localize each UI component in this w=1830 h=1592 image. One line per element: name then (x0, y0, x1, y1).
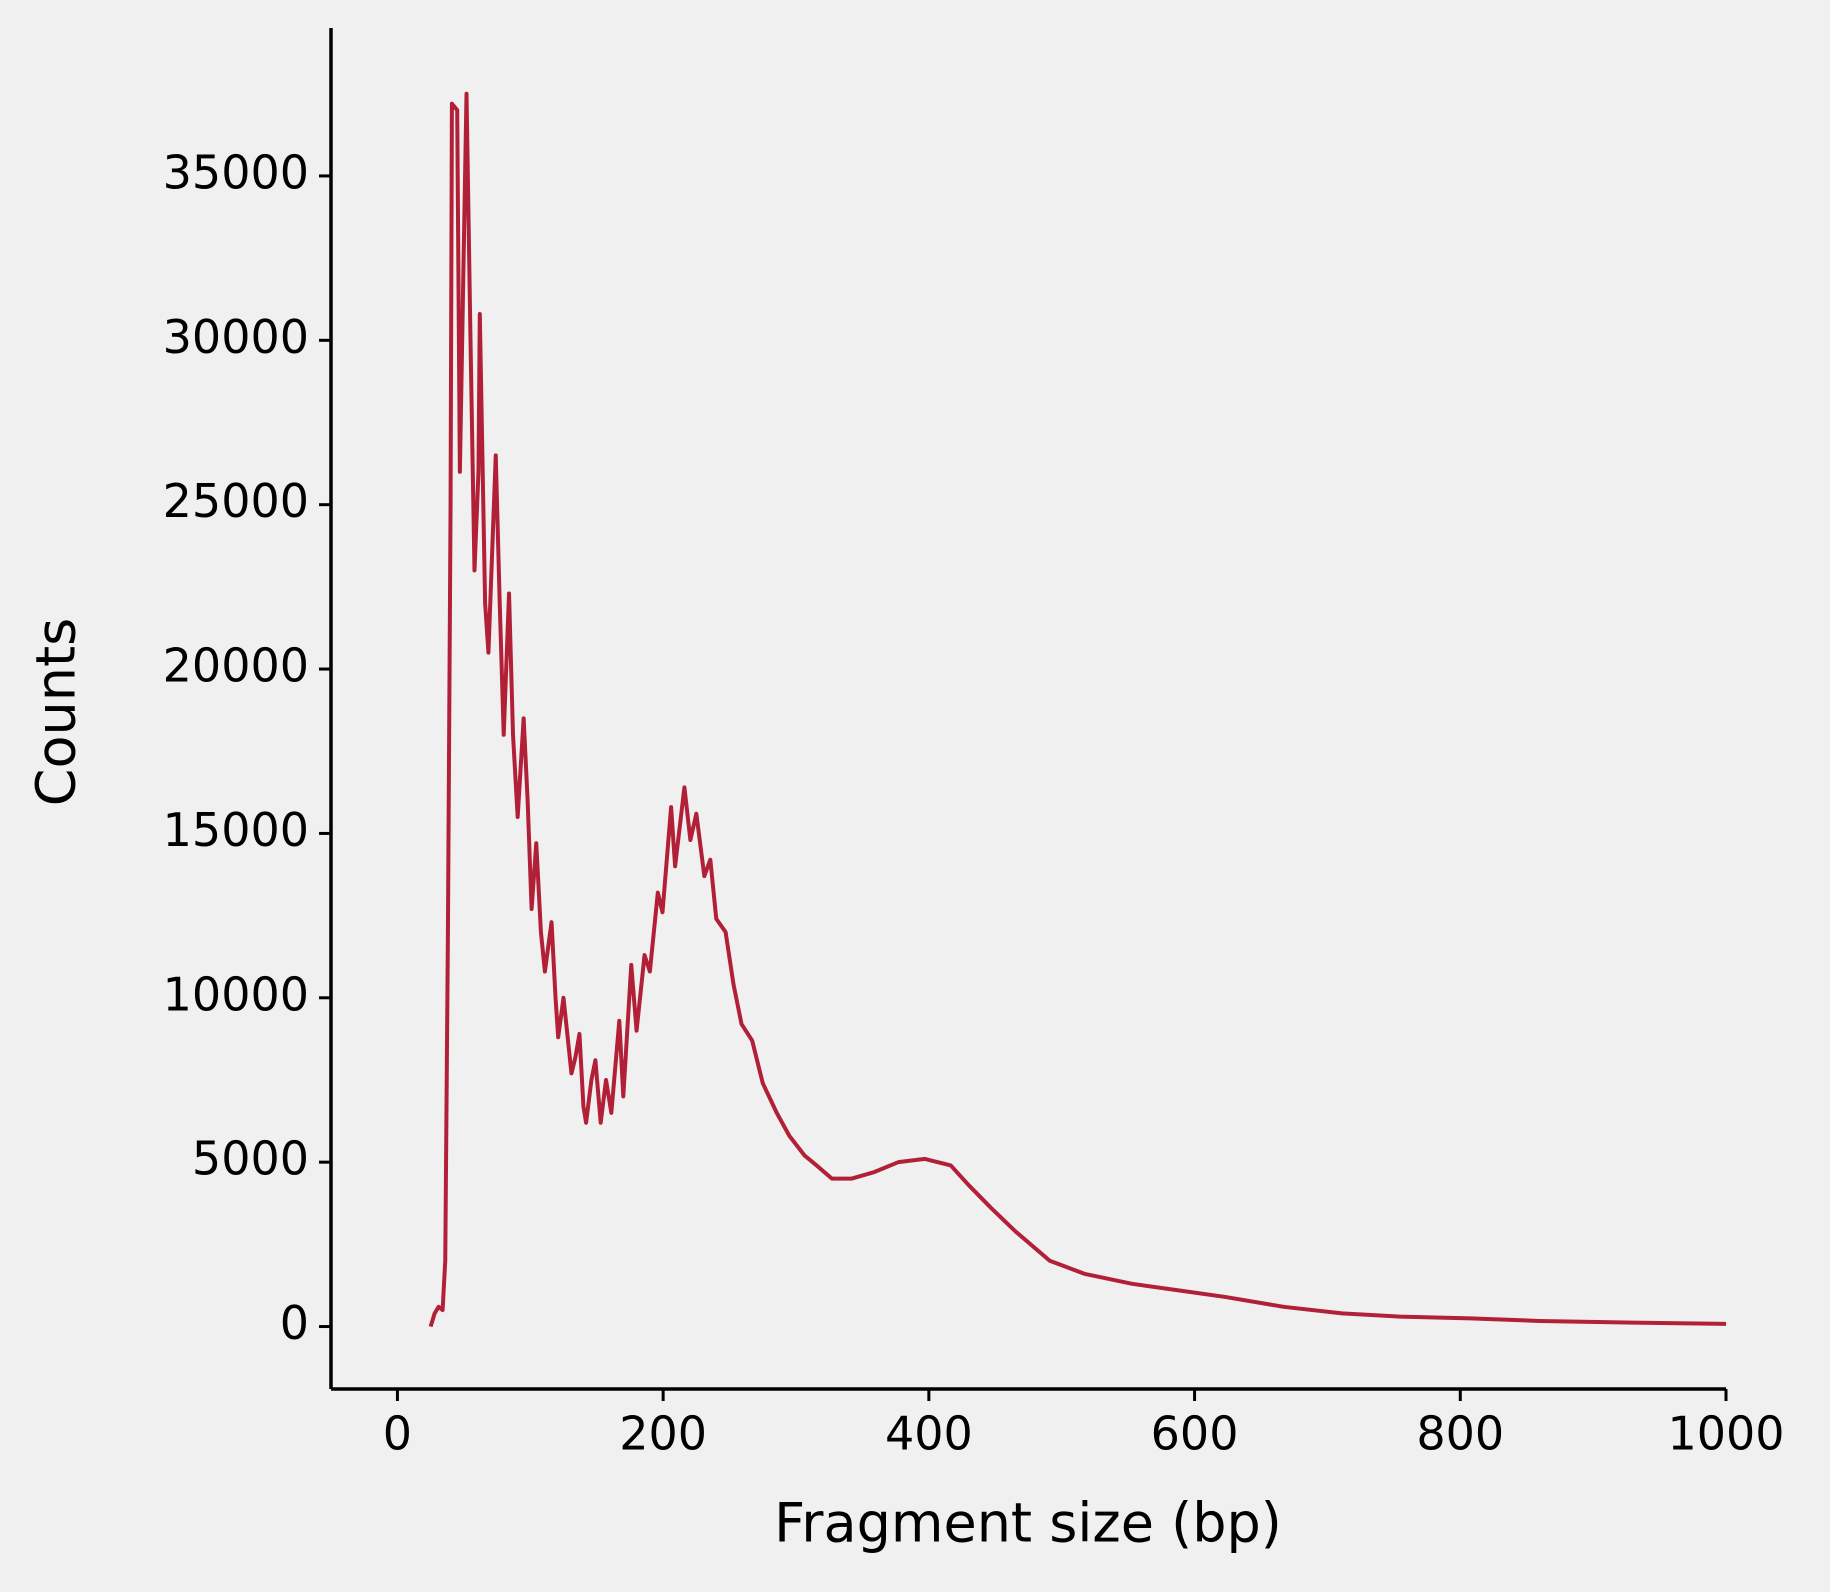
x-tick-label: 0 (383, 1407, 412, 1461)
y-tick-label: 5000 (192, 1132, 309, 1186)
x-tick-label: 600 (1151, 1407, 1239, 1461)
y-tick-label: 30000 (163, 310, 309, 364)
y-tick-label: 15000 (163, 803, 309, 857)
y-tick-label: 10000 (163, 967, 309, 1021)
x-tick-label: 200 (619, 1407, 707, 1461)
x-tick-label: 800 (1416, 1407, 1504, 1461)
y-tick-label: 35000 (163, 145, 309, 199)
x-tick-label: 1000 (1667, 1407, 1784, 1461)
y-axis-label: Counts (25, 618, 88, 807)
y-tick-label: 25000 (163, 474, 309, 528)
x-axis-label: Fragment size (bp) (774, 1492, 1282, 1555)
y-tick-label: 0 (280, 1296, 309, 1350)
data-line (428, 91, 1727, 1328)
x-tick-label: 400 (885, 1407, 973, 1461)
y-tick-label: 20000 (163, 639, 309, 693)
